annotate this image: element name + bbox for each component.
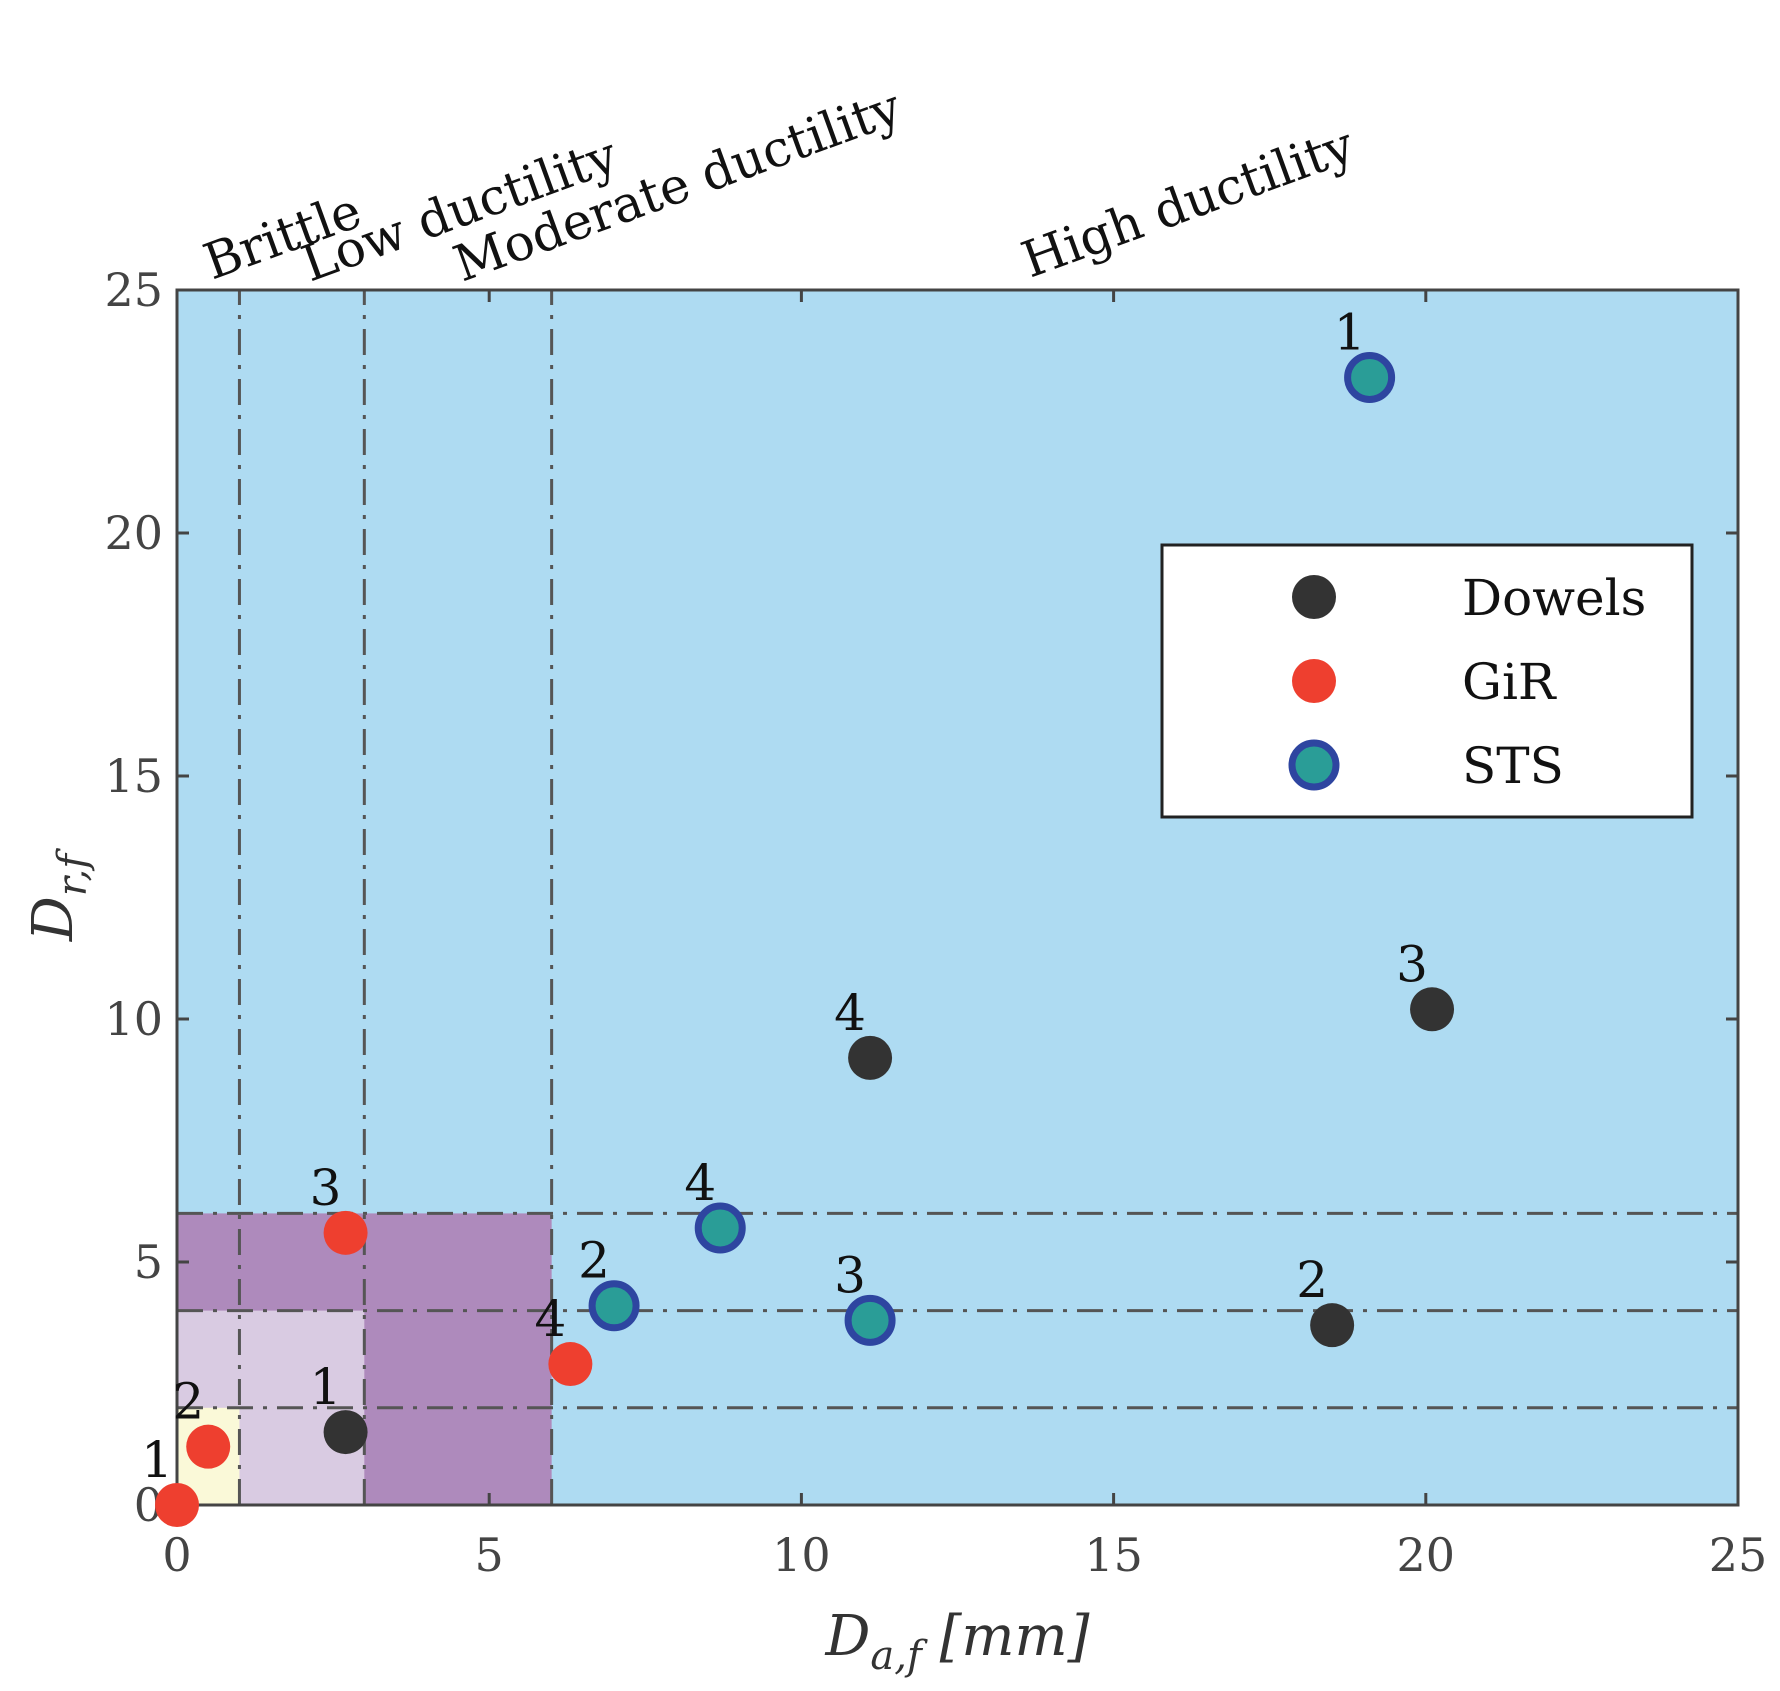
zone-label-high-ductility: High ductility: [1014, 115, 1362, 289]
ductility-zones: [177, 290, 1738, 1505]
legend-label-gir: GiR: [1462, 653, 1557, 711]
sts-point-label-1: 1: [1334, 303, 1366, 361]
x-tick-label: 10: [772, 1528, 831, 1582]
sts-point-2: [588, 1280, 640, 1332]
dowels-point-label-3: 3: [1396, 935, 1428, 993]
y-tick-label: 15: [104, 749, 163, 803]
x-tick-label: 5: [475, 1528, 504, 1582]
legend-box: [1160, 543, 1694, 819]
x-axis-title: Da,f [mm]: [825, 1604, 1090, 1679]
dowels-point-4: [848, 1035, 893, 1080]
gir-point-4: [548, 1342, 593, 1387]
y-tick-label: 20: [104, 506, 163, 560]
x-tick-label: 25: [1709, 1528, 1768, 1582]
y-tick-label: 25: [104, 263, 163, 317]
gir-point-3: [323, 1210, 368, 1255]
dowels-point-label-1: 1: [310, 1358, 342, 1416]
sts-point-1: [1344, 351, 1396, 403]
legend-label-sts: STS: [1462, 737, 1564, 795]
y-tick-label: 5: [134, 1235, 163, 1289]
dowels-point-label-4: 4: [834, 984, 866, 1042]
gir-point-label-4: 4: [534, 1290, 566, 1348]
dowels-point-1: [323, 1410, 368, 1455]
sts-point-4: [694, 1202, 746, 1254]
legend-marker-gir: [1292, 659, 1336, 703]
threshold-lines: [177, 290, 1738, 1505]
sts-point-label-4: 4: [684, 1154, 716, 1212]
x-tick-label: 0: [162, 1528, 191, 1582]
gir-point-1: [155, 1483, 199, 1527]
gir-point-2: [186, 1424, 231, 1469]
legend-label-dowels: Dowels: [1462, 569, 1646, 627]
dowels-point-2: [1310, 1303, 1355, 1348]
sts-point-label-3: 3: [834, 1246, 866, 1304]
legend-marker-dowels: [1292, 575, 1336, 619]
sts-point-3: [844, 1294, 896, 1346]
x-tick-label: 20: [1397, 1528, 1456, 1582]
legend-marker-sts: [1288, 739, 1340, 791]
dowels-point-3: [1410, 987, 1455, 1032]
y-tick-label: 10: [104, 992, 163, 1046]
dowels-point-label-2: 2: [1296, 1251, 1328, 1309]
gir-point-label-2: 2: [172, 1373, 204, 1431]
axis-titles: Da,f [mm] Dr,f: [21, 848, 1090, 1679]
gir-point-label-3: 3: [310, 1159, 342, 1217]
x-tick-label: 15: [1084, 1528, 1143, 1582]
gir-point-label-1: 1: [141, 1431, 173, 1489]
sts-point-label-2: 2: [578, 1232, 610, 1290]
y-axis-title: Dr,f: [21, 848, 96, 942]
plot-frame: [175, 288, 1740, 1507]
legend: Dowels GiR STS: [1160, 543, 1694, 819]
